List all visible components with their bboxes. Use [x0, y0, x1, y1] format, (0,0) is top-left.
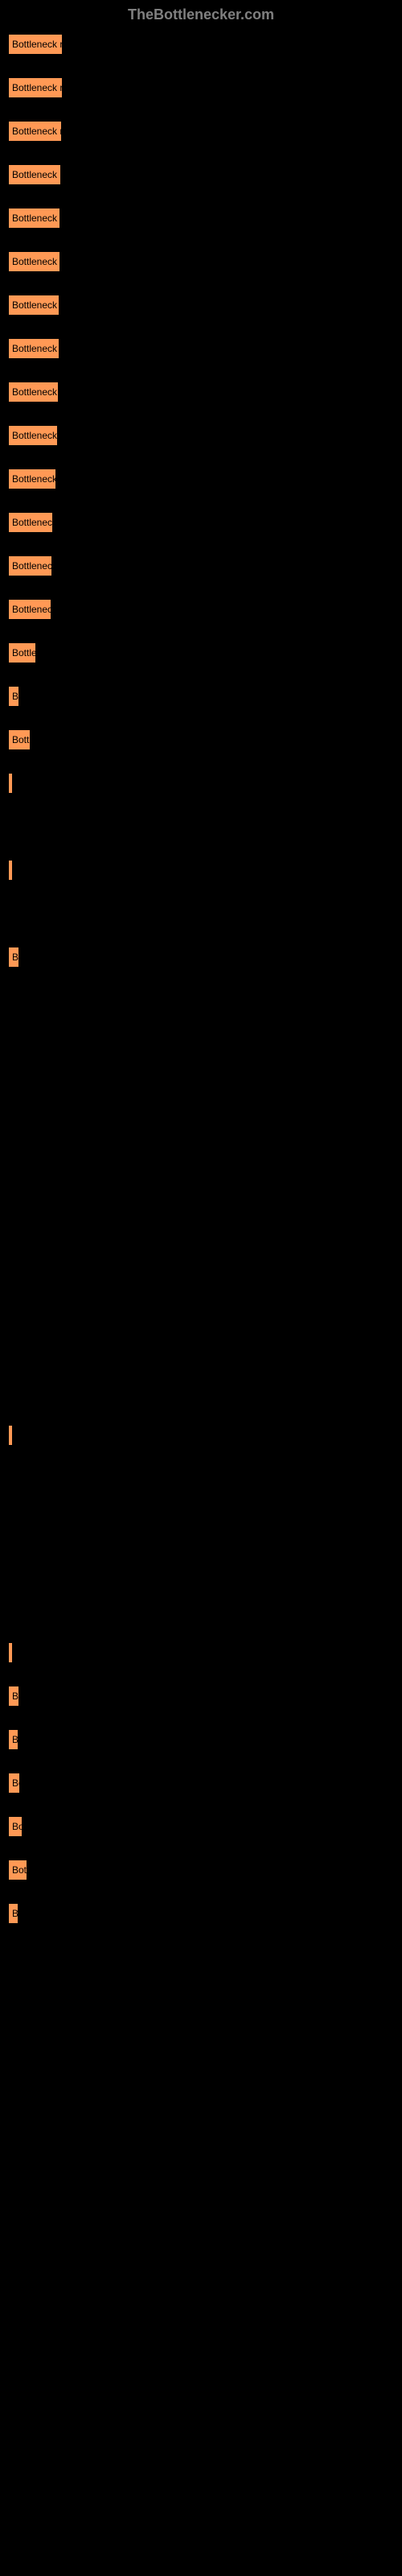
bars-container: Bottleneck resu Bottleneck resu Bottleneck… — [0, 30, 402, 1928]
chart-bar: Bottleneck r — [8, 599, 51, 620]
chart-bar: Bottleneck res — [8, 208, 60, 229]
chart-bar: Bottleneck resu — [8, 121, 62, 142]
chart-bar: Bottleneck res — [8, 164, 61, 185]
chart-bar: Bottleneck res — [8, 338, 59, 359]
chart-bar: Bot — [8, 1816, 23, 1837]
chart-bar — [8, 773, 13, 794]
chart-bar: Bottleneck res — [8, 251, 60, 272]
chart-bar: B — [8, 1903, 18, 1924]
chart-bar: Bo — [8, 686, 19, 707]
chart-bar: Bottleneck res — [8, 295, 59, 316]
chart-bar: B — [8, 1729, 18, 1750]
chart-bar — [8, 860, 13, 881]
chart-bar: Bottlen — [8, 642, 36, 663]
chart-bar: Bottleneck res — [8, 425, 58, 446]
chart-bar: Bottleneck re — [8, 469, 56, 489]
chart-bar: Bottleneck res — [8, 382, 59, 402]
chart-bar: Bottleneck resu — [8, 77, 63, 98]
chart-bar — [8, 1425, 13, 1446]
chart-bar: Bottleneck resu — [8, 34, 63, 55]
chart-bar: Bo — [8, 947, 19, 968]
chart-bar: Bottleneck r — [8, 555, 52, 576]
chart-bar: Bottleneck r — [8, 512, 53, 533]
page-title: TheBottlenecker.com — [0, 0, 402, 30]
chart-bar: Bo — [8, 1773, 20, 1794]
chart-bar: Bottle — [8, 729, 31, 750]
chart-bar — [8, 1642, 13, 1663]
chart-bar: Bottl — [8, 1860, 27, 1880]
chart-bar: Bo — [8, 1686, 19, 1707]
